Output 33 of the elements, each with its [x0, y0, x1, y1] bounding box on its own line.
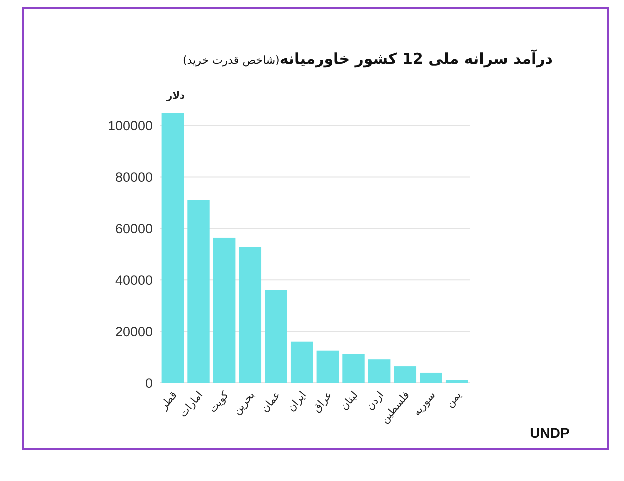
x-tick-label: عمان [259, 389, 284, 415]
bar [188, 200, 210, 383]
bar [446, 380, 468, 383]
x-tick-label: بحرین [231, 389, 258, 418]
x-tick-label: عراق [310, 389, 335, 415]
x-tick-label: امارات [177, 389, 206, 420]
y-axis-title: دلار [166, 91, 186, 102]
y-tick-label: 0 [145, 376, 153, 391]
y-tick-label: 80000 [115, 170, 153, 186]
bar [368, 360, 391, 383]
y-tick-label: 60000 [115, 222, 153, 237]
x-tick-label: قطر [158, 389, 180, 413]
x-tick-label: کویت [207, 389, 232, 416]
chart-subtitle: (شاخص قدرت خرید) [183, 54, 280, 67]
bar [290, 342, 314, 383]
x-tick-label: یمن [444, 389, 464, 410]
bar [394, 366, 417, 383]
bar [162, 113, 184, 383]
x-tick-label: سوریه [411, 389, 438, 419]
bar [213, 238, 236, 383]
x-tick-label: اردن [364, 389, 387, 413]
x-tick-label: لبنان [338, 389, 361, 413]
y-tick-label: 20000 [115, 324, 153, 340]
bar [420, 372, 442, 383]
chart-title: درآمد سرانه ملی 12 کشور خاورمیانه [280, 49, 554, 68]
bar [265, 290, 288, 383]
bar [316, 350, 340, 383]
text: UNDP [530, 425, 570, 441]
bar [239, 247, 262, 383]
y-tick-label: 40000 [115, 272, 153, 288]
bar [342, 354, 365, 383]
x-tick-label: ایران [286, 389, 310, 414]
y-tick-label: 100000 [108, 118, 153, 134]
